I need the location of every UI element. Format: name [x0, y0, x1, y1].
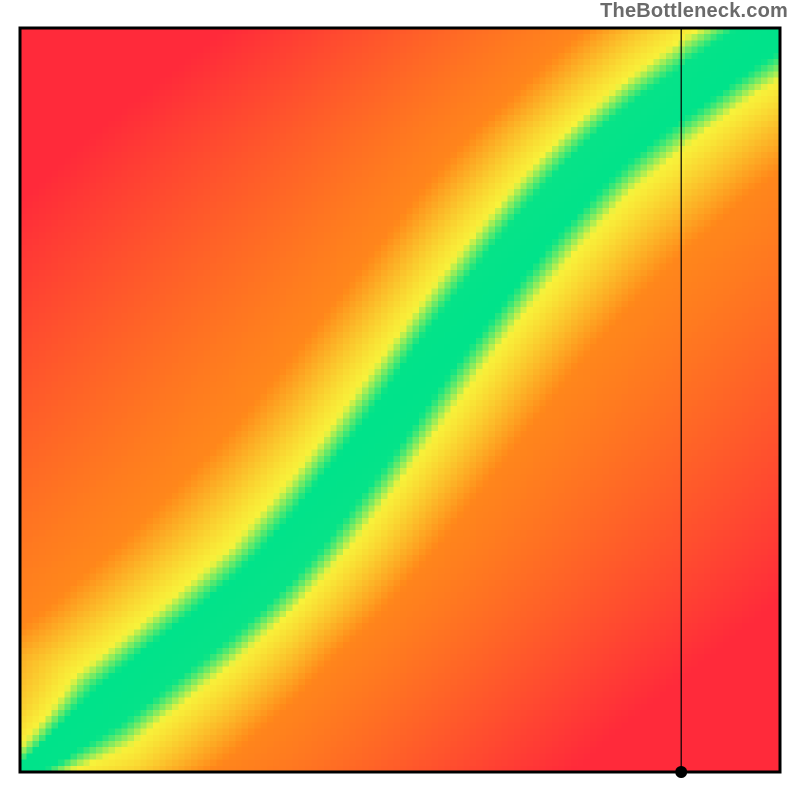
chart-container: TheBottleneck.com — [0, 0, 800, 800]
heatmap-cells — [20, 28, 781, 773]
watermark-text: TheBottleneck.com — [600, 0, 788, 23]
heatmap-chart — [0, 0, 800, 800]
marker-dot — [675, 766, 687, 778]
